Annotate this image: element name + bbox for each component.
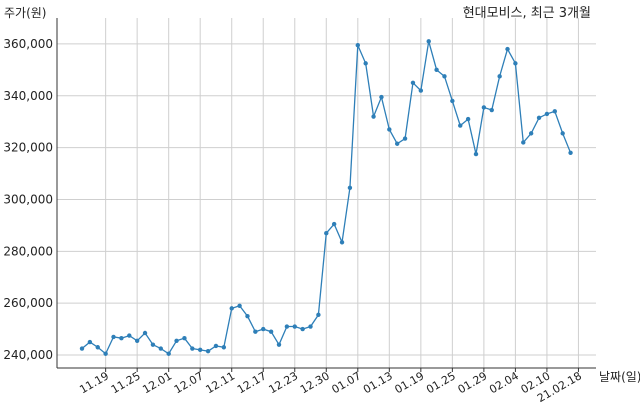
x-tick-label: 12.30 [298, 369, 332, 396]
data-point [489, 107, 494, 113]
data-point [402, 136, 408, 141]
data-point [142, 330, 148, 336]
data-point [166, 351, 171, 356]
y-tick-labels: 240,000 260,000 280,000 300,000 320,000 340,0… [3, 37, 53, 362]
data-point [190, 346, 195, 351]
data-point [434, 67, 439, 73]
data-point [552, 109, 557, 114]
data-point [111, 334, 116, 340]
x-tick-label: 01.19 [393, 369, 427, 396]
data-point [119, 335, 124, 341]
data-point [276, 342, 282, 347]
data-point [95, 345, 100, 350]
data-point [79, 346, 85, 351]
data-point [410, 80, 416, 86]
data-point [284, 324, 290, 329]
x-tick-label: 12.01 [140, 369, 174, 396]
data-point [245, 313, 250, 319]
data-point [198, 347, 203, 353]
data-point [237, 303, 242, 308]
y-tick-label: 320,000 [3, 141, 53, 155]
data-point [379, 94, 384, 100]
x-tick-labels: 11.1911.2512.0112.0712.1112.1712.2312.30… [77, 369, 584, 405]
data-point [268, 329, 274, 334]
data-point [473, 151, 479, 157]
data-point [221, 345, 227, 350]
data-point [355, 43, 360, 48]
x-tick-label: 01.13 [361, 369, 395, 396]
x-tick-label: 12.11 [203, 369, 237, 396]
data-point [465, 116, 471, 122]
data-point [134, 338, 140, 343]
data-point [87, 339, 93, 345]
y-tick-label: 340,000 [3, 89, 53, 103]
data-point [387, 127, 392, 132]
data-point [253, 329, 258, 334]
data-point [418, 88, 424, 93]
x-tick-label: 01.25 [424, 369, 458, 396]
y-tick-label: 260,000 [3, 296, 53, 310]
x-tick-label: 12.07 [172, 369, 206, 396]
x-tick-label: 11.25 [109, 369, 143, 396]
data-point [347, 185, 353, 191]
data-point [182, 335, 187, 341]
data-point [292, 324, 297, 329]
data-point [103, 351, 108, 356]
data-point [261, 326, 266, 332]
data-point [127, 333, 132, 338]
chart-title: 현대모비스, 최근 3개월 [463, 6, 591, 21]
axes [56, 18, 596, 369]
x-tick-label: 01.07 [330, 369, 364, 396]
y-tick-label: 280,000 [3, 244, 53, 258]
data-point [308, 324, 313, 329]
data-point [316, 312, 321, 318]
data-point [363, 61, 368, 66]
x-tick-label: 12.17 [235, 369, 269, 396]
y-axis-title: 주가(원) [4, 6, 46, 20]
data-point [560, 131, 565, 136]
data-point [442, 74, 447, 79]
data-point [528, 131, 534, 136]
data-point [481, 105, 487, 110]
data-point [426, 39, 431, 44]
data-point [395, 141, 400, 146]
x-axis-title: 날짜(일) [599, 370, 640, 384]
x-tick-label: 12.23 [266, 369, 300, 396]
data-point [544, 111, 550, 117]
y-tick-label: 360,000 [3, 37, 53, 51]
grid-lines [57, 18, 596, 372]
price-series [79, 39, 573, 356]
x-tick-label: 11.19 [77, 369, 111, 396]
data-point [339, 240, 345, 245]
data-point [205, 348, 211, 354]
data-point [450, 98, 455, 104]
data-point [331, 221, 337, 227]
data-point [505, 46, 510, 52]
data-point [458, 123, 463, 128]
x-tick-label: 02.04 [487, 369, 521, 396]
data-point [158, 346, 163, 351]
data-point [521, 140, 526, 145]
data-point [213, 343, 219, 349]
data-point [300, 326, 305, 332]
y-tick-label: 240,000 [3, 348, 53, 362]
data-point [371, 114, 376, 119]
data-point [513, 61, 518, 66]
data-point [497, 74, 502, 79]
data-point [229, 306, 234, 311]
data-point [150, 342, 156, 347]
x-tick-label: 01.29 [456, 369, 490, 396]
price-points [79, 39, 573, 356]
data-point [568, 150, 573, 156]
data-point [324, 230, 329, 236]
data-point [174, 338, 179, 343]
data-point [536, 115, 542, 121]
y-tick-label: 300,000 [3, 192, 53, 206]
